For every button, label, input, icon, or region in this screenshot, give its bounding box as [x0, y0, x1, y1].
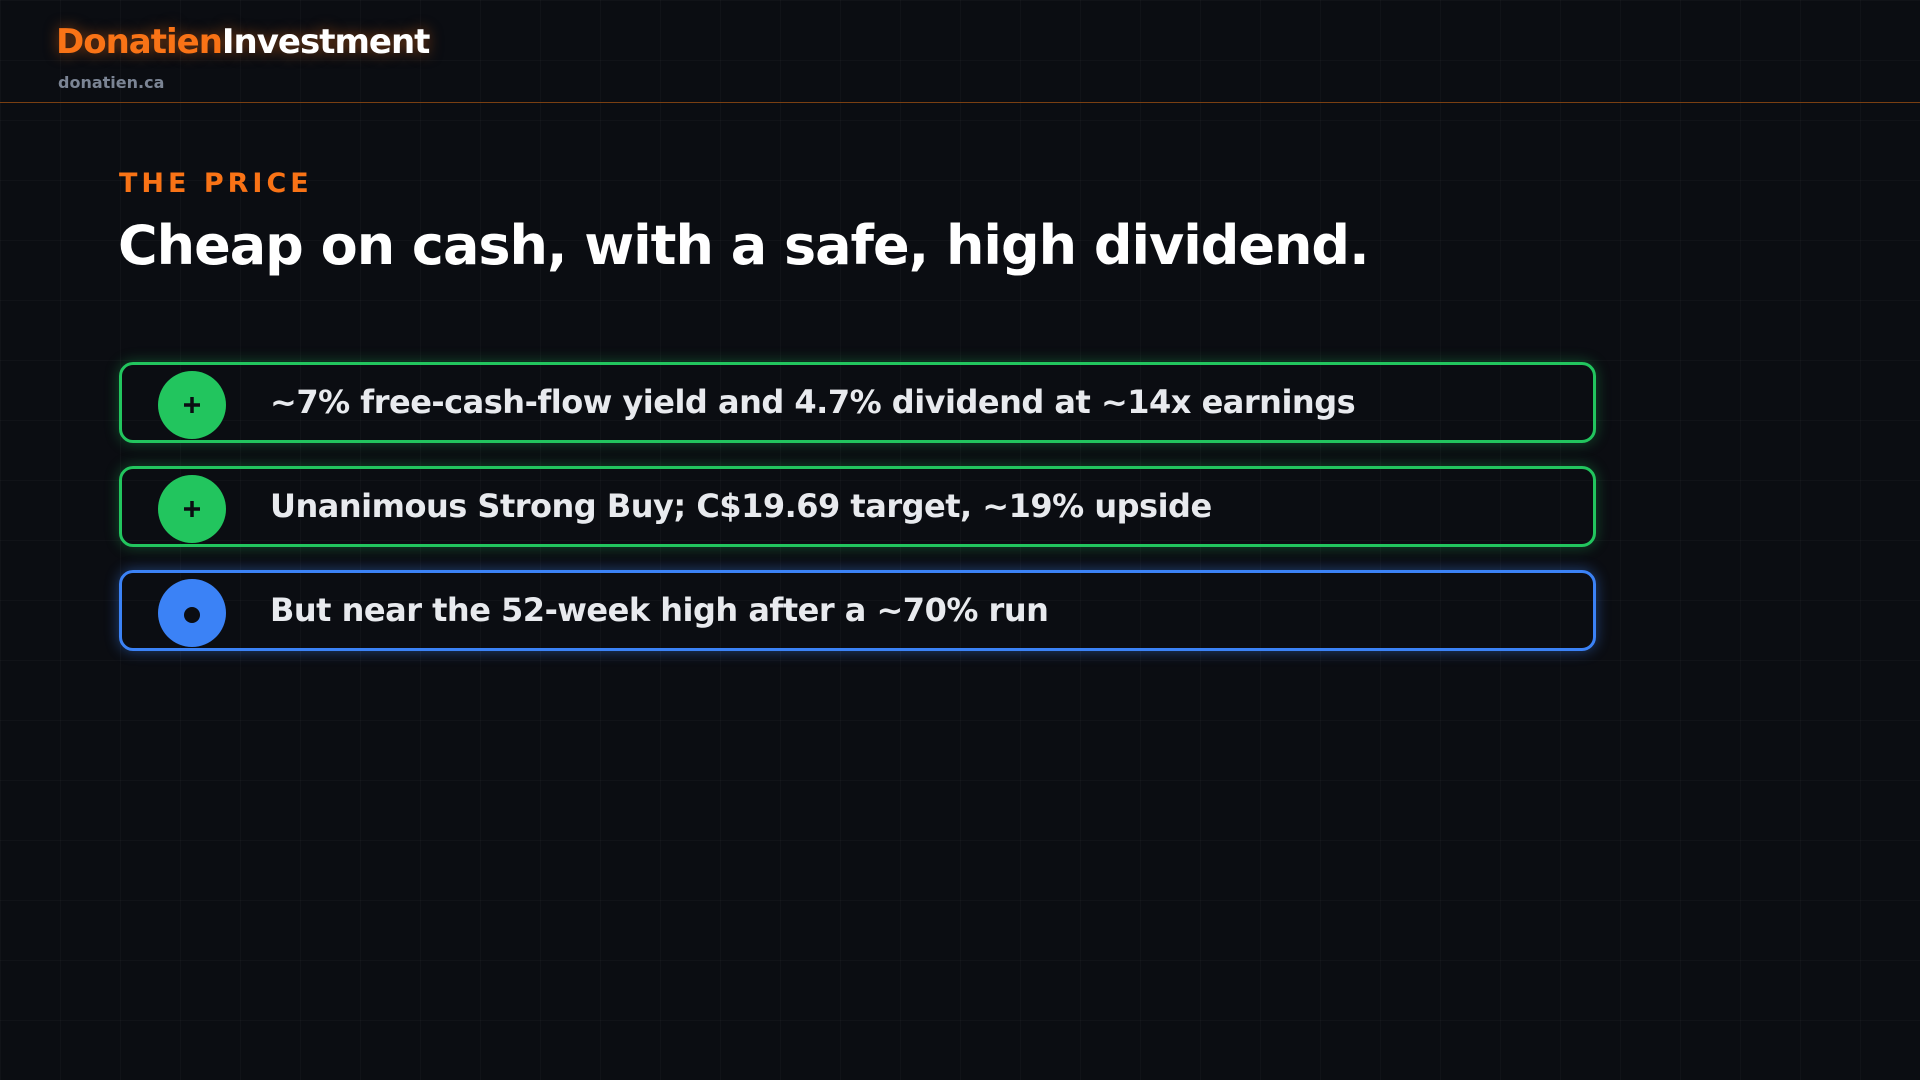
point-card: ~7% free-cash-flow yield and 4.7% divide…: [119, 362, 1596, 443]
point-card: Unanimous Strong Buy; C$19.69 target, ~1…: [119, 466, 1596, 547]
point-text: Unanimous Strong Buy; C$19.69 target, ~1…: [270, 487, 1212, 525]
plus-icon: [158, 475, 226, 543]
plus-icon: [158, 371, 226, 439]
site-url: donatien.ca: [58, 73, 165, 92]
brand-secondary: Investment: [221, 22, 431, 62]
point-text: But near the 52-week high after a ~70% r…: [270, 591, 1049, 629]
slide-title: Cheap on cash, with a safe, high dividen…: [118, 214, 1370, 277]
eyebrow: THE PRICE: [119, 168, 313, 199]
brand-primary: Donatien: [56, 22, 223, 62]
brand: DonatienInvestment: [56, 22, 431, 62]
dot-icon: [158, 579, 226, 647]
point-card: But near the 52-week high after a ~70% r…: [119, 570, 1596, 651]
divider: [0, 102, 1920, 103]
point-text: ~7% free-cash-flow yield and 4.7% divide…: [270, 383, 1356, 421]
